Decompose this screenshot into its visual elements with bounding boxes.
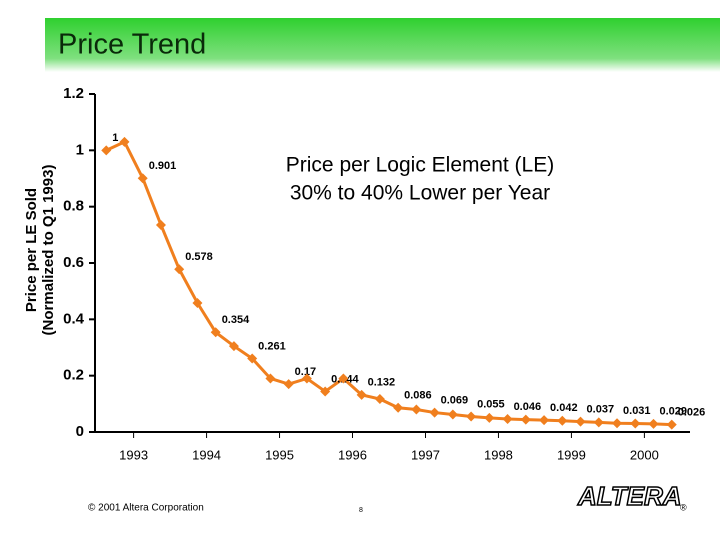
- data-point: [666, 419, 677, 430]
- data-point: [247, 353, 258, 364]
- data-label: 0.354: [222, 314, 250, 326]
- data-label: 0.042: [550, 402, 578, 414]
- data-point: [137, 173, 148, 184]
- data-label: 0.046: [514, 401, 542, 413]
- data-point: [283, 379, 294, 390]
- data-point: [593, 417, 604, 428]
- data-point: [429, 407, 440, 418]
- data-point: [484, 412, 495, 423]
- data-label: 0.037: [587, 403, 615, 415]
- data-label: 0.261: [258, 340, 286, 352]
- data-point: [228, 341, 239, 352]
- data-point: [557, 415, 568, 426]
- logo: ALTERA: [577, 481, 682, 511]
- data-point: [338, 373, 349, 384]
- data-point: [466, 411, 477, 422]
- data-point: [101, 145, 112, 156]
- data-label: 0.17: [295, 366, 316, 378]
- x-tick-label: 1997: [411, 447, 440, 462]
- data-point: [575, 416, 586, 427]
- data-point: [320, 386, 331, 397]
- y-tick-label: 0.6: [63, 254, 84, 271]
- data-label: 0.055: [477, 398, 505, 410]
- data-point: [119, 136, 130, 147]
- x-tick-label: 2000: [630, 447, 659, 462]
- data-point: [612, 418, 623, 429]
- data-label: 0.069: [441, 394, 469, 406]
- annotation: Price per Logic Element (LE): [286, 154, 554, 177]
- data-label: 0.132: [368, 377, 396, 389]
- y-tick-label: 1: [76, 141, 84, 158]
- x-tick-label: 1996: [338, 447, 367, 462]
- data-label: 0.086: [404, 390, 432, 402]
- logo-mark: ®: [680, 502, 687, 512]
- data-point: [648, 418, 659, 429]
- data-label: 1: [112, 132, 118, 144]
- data-point: [447, 409, 458, 420]
- data-label: 0.901: [149, 160, 177, 172]
- chart-title: Price Trend: [58, 29, 206, 61]
- data-label: 0.029: [660, 406, 688, 418]
- y-axis-title: Price per LE Sold: [23, 188, 40, 312]
- x-tick-label: 1995: [265, 447, 294, 462]
- data-label: 0.578: [185, 251, 213, 263]
- data-point: [155, 219, 166, 230]
- annotation: 30% to 40% Lower per Year: [290, 182, 550, 205]
- data-point: [502, 414, 513, 425]
- data-point: [210, 327, 221, 338]
- y-tick-label: 1.2: [63, 85, 84, 102]
- data-point: [174, 264, 185, 275]
- data-point: [520, 414, 531, 425]
- y-axis-title: (Normalized to Q1 1993): [40, 165, 57, 336]
- data-point: [374, 394, 385, 405]
- title-bar: [45, 18, 720, 72]
- page-number: 8: [359, 507, 363, 514]
- data-point: [356, 389, 367, 400]
- x-tick-label: 1999: [557, 447, 586, 462]
- y-tick-label: 0: [76, 423, 84, 440]
- data-label: 0.026: [678, 407, 706, 419]
- data-point: [393, 402, 404, 413]
- data-point: [265, 373, 276, 384]
- data-point: [192, 297, 203, 308]
- y-tick-label: 0.8: [63, 198, 84, 215]
- data-point: [539, 415, 550, 426]
- y-tick-label: 0.4: [63, 310, 85, 327]
- y-tick-label: 0.2: [63, 367, 84, 384]
- data-point: [630, 418, 641, 429]
- x-tick-label: 1994: [192, 447, 221, 462]
- x-tick-label: 1993: [119, 447, 148, 462]
- copyright: © 2001 Altera Corporation: [88, 503, 204, 514]
- data-point: [301, 373, 312, 384]
- x-tick-label: 1998: [484, 447, 513, 462]
- data-point: [411, 404, 422, 415]
- data-label: 0.031: [623, 405, 651, 417]
